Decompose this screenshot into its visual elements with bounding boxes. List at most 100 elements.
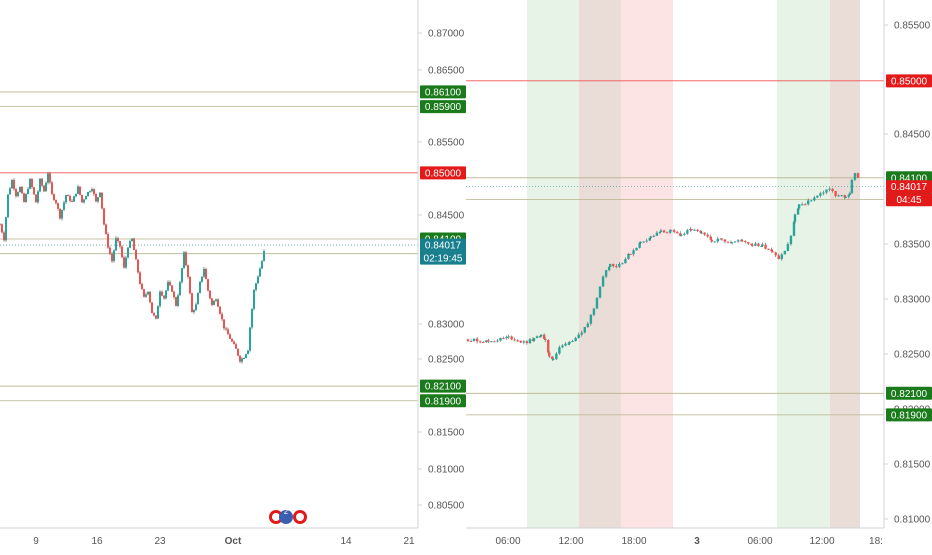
candle-down	[41, 178, 43, 186]
session-band-green	[777, 0, 830, 528]
candle-down	[93, 189, 95, 195]
candle-up	[45, 182, 47, 192]
candle-up	[853, 173, 857, 180]
right-levels	[466, 80, 884, 416]
candle-up	[167, 281, 169, 291]
candle-up	[259, 268, 261, 277]
candle-down	[720, 238, 724, 240]
candle-down	[151, 302, 153, 314]
left-time-axis[interactable]: 9 16 23 Oct 14 21	[33, 536, 415, 547]
candle-down	[109, 247, 111, 254]
level-price-tag-label: 0.82100	[891, 389, 928, 400]
candle-up	[828, 188, 831, 190]
event-markers[interactable]: 2	[269, 507, 307, 524]
candle-up	[263, 250, 265, 262]
candle-down	[149, 291, 151, 303]
candle-down	[95, 194, 97, 202]
candle-up	[800, 204, 804, 206]
candle-down	[237, 348, 239, 356]
candle-up	[535, 336, 539, 339]
time-tick-label: 21	[403, 536, 415, 547]
candle-down	[21, 186, 23, 194]
candle-down	[155, 315, 157, 319]
candle-down	[703, 232, 706, 235]
time-tick-label: 18:00	[621, 536, 646, 547]
candle-up	[538, 336, 542, 338]
candle-up	[83, 199, 85, 203]
left-candles	[0, 171, 265, 364]
candle-up	[655, 232, 659, 236]
right-time-axis[interactable]: 06:00 12:00 18:00 3 06:00 12:00 18:	[495, 536, 882, 547]
candle-up	[592, 308, 596, 315]
candle-up	[181, 268, 183, 283]
candle-up	[680, 234, 683, 236]
candle-up	[61, 209, 63, 219]
candle-up	[789, 235, 793, 245]
price-tick-label: 0.85500	[428, 138, 465, 149]
candle-up	[129, 241, 131, 248]
candle-up	[243, 357, 245, 359]
candle-down	[185, 252, 187, 266]
candle-up	[850, 179, 854, 194]
candle-down	[139, 272, 141, 284]
candle-up	[783, 250, 787, 255]
right-session-highlights	[527, 0, 860, 528]
candle-up	[627, 253, 630, 259]
candle-up	[257, 276, 259, 284]
candle-down	[171, 285, 173, 292]
candle-down	[525, 341, 529, 344]
candle-up	[245, 354, 247, 358]
candle-down	[121, 246, 123, 258]
level-price-tag	[886, 408, 932, 422]
candle-down	[615, 266, 618, 268]
candle-up	[552, 359, 555, 361]
candle-down	[211, 298, 213, 305]
candle-up	[621, 263, 624, 265]
candle-up	[760, 245, 763, 247]
price-tick-label: 0.87000	[428, 29, 465, 40]
candle-up	[754, 243, 757, 246]
candle-down	[31, 178, 33, 188]
level-price-tag	[420, 85, 466, 99]
candle-up	[11, 179, 13, 189]
candle-up	[595, 297, 599, 309]
candle-down	[59, 208, 61, 219]
time-tick-label: 18:	[869, 536, 883, 547]
candle-down	[35, 194, 37, 203]
candle-down	[510, 336, 513, 340]
candle-down	[105, 224, 107, 235]
event-group-icon[interactable]	[279, 510, 293, 524]
candle-down	[690, 229, 693, 231]
candle-down	[117, 238, 119, 242]
candle-up	[47, 173, 49, 183]
countdown-tag-label: 02:19:45	[424, 254, 463, 265]
candle-down	[679, 233, 682, 236]
candle-up	[472, 338, 476, 342]
candle-down	[709, 236, 712, 240]
candle-up	[115, 238, 117, 251]
candle-up	[736, 240, 740, 242]
candle-up	[668, 230, 672, 233]
time-tick-label: 16	[91, 536, 103, 547]
countdown-tag	[420, 251, 466, 265]
candle-up	[648, 237, 651, 241]
candle-up	[183, 252, 185, 269]
candle-down	[67, 194, 69, 197]
candle-down	[189, 276, 191, 294]
candle-up	[65, 194, 67, 203]
price-tick-label: 0.85500	[894, 21, 931, 32]
candle-down	[23, 193, 25, 203]
right-price-axis[interactable]: 0.855000.845000.835000.830000.825000.820…	[884, 21, 931, 526]
candle-down	[205, 268, 207, 280]
candle-down	[69, 196, 71, 201]
candle-up	[686, 230, 689, 234]
session-band-brown	[579, 0, 621, 528]
candle-down	[175, 297, 177, 306]
candle-up	[201, 276, 203, 282]
candle-up	[813, 197, 816, 201]
candle-down	[676, 231, 679, 234]
left-price-axis[interactable]: 0.87000 0.86500 0.85500 0.84500 0.83000 0.825…	[418, 29, 465, 512]
candle-up	[29, 178, 31, 189]
candle-up	[157, 306, 159, 319]
